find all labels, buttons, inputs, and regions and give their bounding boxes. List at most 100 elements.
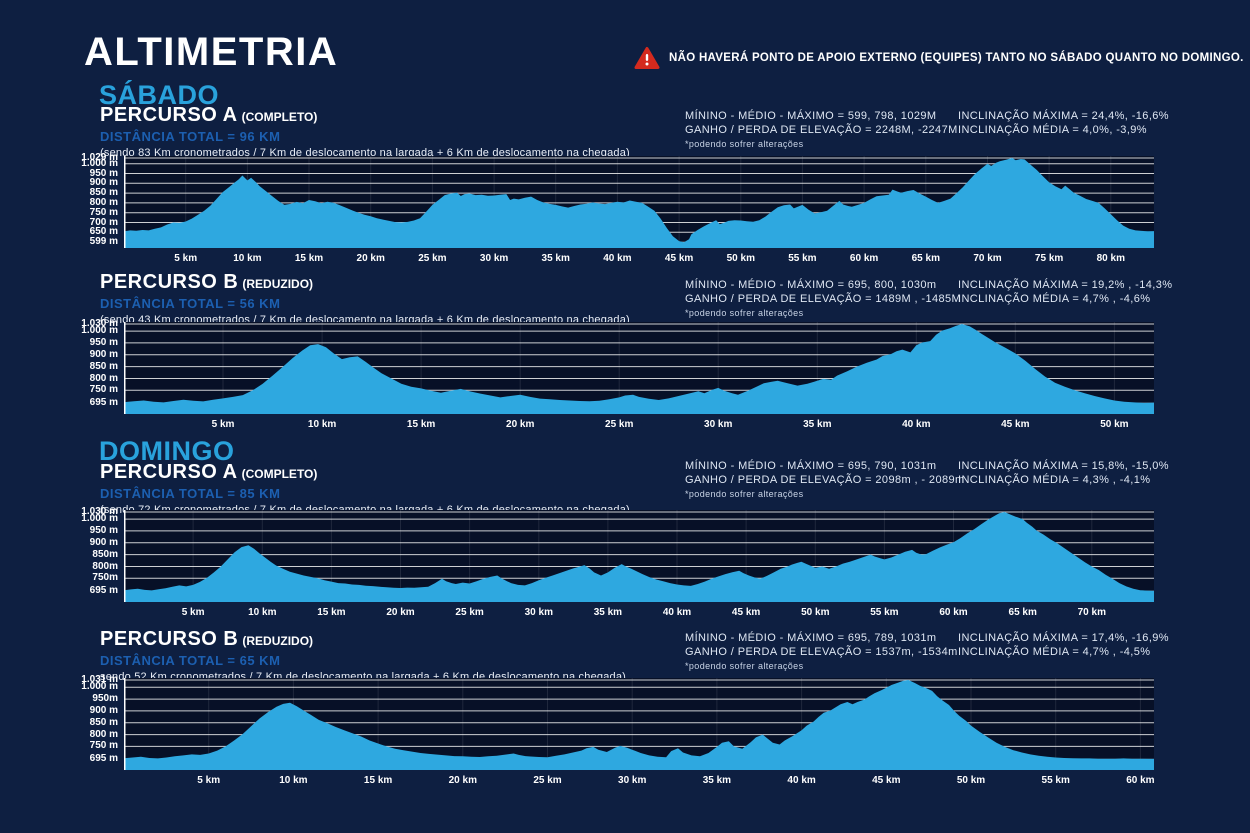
x-axis-tick-label: 40 km bbox=[787, 775, 816, 786]
x-axis-tick-label: 5 km bbox=[211, 419, 235, 430]
stat-gain-loss: GANHO / PERDA DE ELEVAÇÃO = 2248M, -2247… bbox=[685, 123, 958, 136]
course-name: PERCURSO B bbox=[100, 271, 239, 293]
course-variant: (COMPLETO) bbox=[241, 110, 318, 124]
y-axis-tick-label: 700 m bbox=[89, 216, 118, 228]
x-axis-tick-label: 5 km bbox=[174, 253, 198, 264]
y-axis-tick-label: 800 m bbox=[89, 372, 118, 384]
x-axis-tick-label: 50 km bbox=[956, 775, 986, 786]
warning-text: NÃO HAVERÁ PONTO DE APOIO EXTERNO (EQUIP… bbox=[669, 52, 1244, 64]
course-header-saturday-b: PERCURSO B (REDUZIDO) DISTÂNCIA TOTAL = 5… bbox=[100, 271, 630, 326]
total-distance: DISTÂNCIA TOTAL = 56 KM bbox=[100, 296, 281, 311]
y-axis-tick-label: 750m bbox=[92, 572, 118, 584]
x-axis-tick-label: 5 km bbox=[181, 607, 205, 618]
y-axis-tick-label: 1.030 m bbox=[81, 506, 118, 517]
day-heading-sunday: DOMINGO bbox=[99, 436, 235, 466]
stat-gain-loss: GANHO / PERDA DE ELEVAÇÃO = 1537m, -1534… bbox=[685, 645, 958, 658]
x-axis-tick-label: 25 km bbox=[533, 775, 562, 786]
x-axis-tick-label: 65 km bbox=[1008, 607, 1037, 618]
x-axis-tick-label: 35 km bbox=[593, 607, 623, 618]
y-axis-tick-label: 950m bbox=[92, 693, 118, 705]
stat-disclaimer: *podendo sofrer alterações bbox=[685, 489, 804, 499]
y-axis-tick-label: 1.000 m bbox=[81, 513, 118, 525]
day-heading-saturday: SÁBADO bbox=[99, 80, 220, 110]
stat-gain-loss: GANHO / PERDA DE ELEVAÇÃO = 2098m , - 20… bbox=[685, 473, 965, 486]
x-axis-tick-label: 35 km bbox=[702, 775, 732, 786]
elevation-area-svg bbox=[124, 322, 1154, 414]
stat-min-med-max: MÍNINO - MÉDIO - MÁXIMO = 695, 800, 1030… bbox=[685, 279, 937, 291]
y-axis-tick-label: 850 m bbox=[89, 716, 118, 728]
stats-elevation-sunday-b: MÍNINO - MÉDIO - MÁXIMO = 695, 789, 1031… bbox=[685, 632, 958, 674]
x-axis-tick-label: 35 km bbox=[541, 253, 570, 264]
stat-disclaimer: *podendo sofrer alterações bbox=[685, 308, 804, 318]
x-axis-tick-label: 60 km bbox=[1126, 775, 1155, 786]
y-axis-tick-label: 1.030 m bbox=[81, 318, 118, 329]
x-axis-tick-label: 60 km bbox=[849, 253, 879, 264]
x-axis-tick-label: 45 km bbox=[1001, 419, 1030, 430]
course-variant: (REDUZIDO) bbox=[242, 634, 314, 648]
x-axis-tick-label: 10 km bbox=[307, 419, 337, 430]
x-axis-tick-label: 65 km bbox=[911, 253, 940, 264]
y-axis-tick-label: 599 m bbox=[89, 236, 118, 248]
x-axis-tick-label: 55 km bbox=[870, 607, 899, 618]
y-axis-tick-label: 1.000 m bbox=[81, 681, 118, 693]
x-axis-tick-label: 40 km bbox=[603, 253, 632, 264]
course-name: PERCURSO A bbox=[100, 104, 238, 126]
y-axis-tick-label: 750 m bbox=[89, 206, 118, 218]
stat-avg-incline: INCLINAÇÃO MÉDIA = 4,7% , -4,5% bbox=[958, 645, 1151, 658]
stat-disclaimer: *podendo sofrer alterações bbox=[685, 661, 804, 671]
x-axis-tick-label: 20 km bbox=[356, 253, 385, 264]
x-axis-tick-label: 50 km bbox=[1100, 419, 1129, 430]
y-axis-tick-label: 850 m bbox=[89, 360, 118, 372]
x-axis-tick-label: 30 km bbox=[479, 253, 509, 264]
x-axis-tick-label: 30 km bbox=[524, 607, 553, 618]
x-axis-tick-label: 30 km bbox=[618, 775, 647, 786]
x-axis-tick-label: 40 km bbox=[902, 419, 931, 430]
elevation-chart-sunday-b: 1.031 m 1.000 m 950m 900 m 850 m 800 m 750 m 69… bbox=[60, 674, 1155, 790]
warning-banner: NÃO HAVERÁ PONTO DE APOIO EXTERNO (EQUIP… bbox=[634, 46, 1244, 70]
y-axis-tick-label: 1.029 m bbox=[81, 152, 118, 163]
x-axis-tick-label: 20 km bbox=[448, 775, 477, 786]
x-axis-tick-label: 25 km bbox=[605, 419, 634, 430]
course-variant: (REDUZIDO) bbox=[242, 277, 314, 291]
x-axis-tick-label: 25 km bbox=[418, 253, 447, 264]
x-axis-tick-label: 10 km bbox=[233, 253, 262, 264]
total-distance: DISTÂNCIA TOTAL = 96 KM bbox=[100, 129, 281, 144]
course-title: PERCURSO B (REDUZIDO) bbox=[100, 628, 626, 651]
x-axis-tick-label: 45 km bbox=[731, 607, 761, 618]
y-axis-tick-label: 650 m bbox=[89, 226, 118, 238]
course-name: PERCURSO B bbox=[100, 628, 239, 650]
x-axis-tick-label: 15 km bbox=[363, 775, 393, 786]
stats-incline-saturday-a: INCLINAÇÃO MÁXIMA = 24,4%, -16,6% INCLIN… bbox=[958, 110, 1169, 137]
y-axis-tick-label: 950 m bbox=[89, 336, 118, 348]
stats-elevation-saturday-b: MÍNINO - MÉDIO - MÁXIMO = 695, 800, 1030… bbox=[685, 279, 961, 321]
y-axis-tick-label: 695 m bbox=[89, 397, 118, 409]
stat-disclaimer: *podendo sofrer alterações bbox=[685, 139, 804, 149]
warning-triangle-icon bbox=[634, 47, 660, 69]
x-axis-tick-label: 20 km bbox=[506, 419, 535, 430]
y-axis-tick-label: 800m bbox=[92, 560, 118, 572]
x-axis-tick-label: 10 km bbox=[248, 607, 277, 618]
y-axis-tick-label: 1.000 m bbox=[81, 157, 118, 169]
stats-incline-sunday-a: INCLINAÇÃO MÁXIMA = 15,8%, -15,0% INCLIN… bbox=[958, 460, 1169, 487]
x-axis-tick-label: 25 km bbox=[455, 607, 484, 618]
stats-incline-saturday-b: INCLINAÇÃO MÁXIMA = 19,2% , -14,3% INCLI… bbox=[958, 279, 1172, 306]
course-title: PERCURSO A (COMPLETO) bbox=[100, 104, 630, 127]
course-name: PERCURSO A bbox=[100, 461, 238, 483]
stat-max-incline: INCLINAÇÃO MÁXIMA = 19,2% , -14,3% bbox=[958, 279, 1173, 291]
elevation-area-svg bbox=[124, 510, 1154, 602]
x-axis-tick-label: 15 km bbox=[294, 253, 324, 264]
x-axis-tick-label: 75 km bbox=[1034, 253, 1064, 264]
y-axis-tick-label: 900 m bbox=[89, 177, 118, 189]
y-axis-tick-label: 850 m bbox=[89, 187, 118, 199]
x-axis-tick-label: 55 km bbox=[1041, 775, 1070, 786]
stat-min-med-max: MÍNINO - MÉDIO - MÁXIMO = 695, 789, 1031… bbox=[685, 632, 937, 644]
x-axis-tick-label: 45 km bbox=[664, 253, 694, 264]
y-axis-tick-label: 900 m bbox=[89, 348, 118, 360]
y-axis-tick-label: 800 m bbox=[89, 728, 118, 740]
total-distance: DISTÂNCIA TOTAL = 65 KM bbox=[100, 653, 281, 668]
y-axis-tick-label: 950 m bbox=[89, 524, 118, 536]
stat-min-med-max: MÍNINO - MÉDIO - MÁXIMO = 599, 798, 1029… bbox=[685, 110, 937, 122]
x-axis-tick-label: 15 km bbox=[406, 419, 436, 430]
